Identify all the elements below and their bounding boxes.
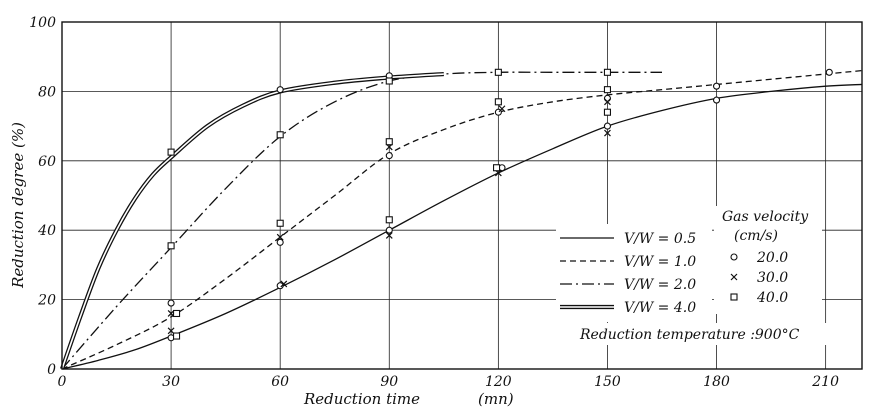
x-tick-label: 210 [811,374,839,390]
circle-marker [385,226,393,234]
marker-legend: Gas velocity (cm/s) 20.0 30.0 40.0 [714,206,822,314]
gridlines [62,22,862,369]
circle-marker [385,152,393,160]
x-tick-label: 30 [162,374,180,390]
tick-labels: 0 30 60 90 120 150 180 210 0 20 40 60 80 100 [29,15,839,390]
square-marker [276,131,284,139]
x-tick-label: 180 [703,374,730,390]
legend-square-marker [730,293,738,301]
legend-marker-label: 30.0 [757,270,788,286]
series-line-2 [61,69,863,370]
square-marker [494,68,502,76]
circle-marker [603,122,612,130]
x-tick-label: 150 [594,374,621,390]
y-tick-label: 0 [47,362,56,378]
x-tick-label: 60 [271,374,289,390]
legend-title: Gas velocity [722,209,809,225]
circle-marker [712,82,721,90]
legend-label-4: V/W = 4.0 [624,300,696,316]
y-tick-label: 60 [38,154,56,170]
temperature-annotation: Reduction temperature :900°C [579,327,800,343]
circle-marker [276,86,284,94]
square-marker [492,164,501,172]
square-marker [494,98,502,106]
legend-marker-label: 20.0 [756,250,788,266]
x-tick-label: 90 [380,374,398,390]
legend-label-3: V/W = 2.0 [624,277,696,293]
series-line-1 [61,83,863,370]
square-marker [167,148,175,156]
y-tick-label: 80 [38,84,56,100]
cross-marker [276,233,284,241]
circle-marker [276,238,284,246]
cross-marker [604,98,611,106]
line-legend: V/W = 0.5 V/W = 1.0 V/W = 2.0 V/W = 4.0 [556,224,712,322]
cross-marker [385,231,393,239]
y-tick-label: 40 [37,223,56,239]
square-marker [172,309,181,318]
square-marker [603,86,612,94]
series-lines [60,69,863,370]
legend-title-unit: (cm/s) [734,228,778,244]
legend-marker-label: 40.0 [756,290,788,306]
x-tick-label: 120 [485,374,512,390]
square-marker [172,332,181,340]
cross-marker [280,280,288,288]
legend-cross-marker [730,273,738,281]
square-marker [276,219,284,227]
square-marker [385,138,393,146]
circle-marker [825,68,833,76]
series-line-3 [61,71,662,370]
circle-marker [276,282,284,290]
square-marker [603,68,612,76]
x-axis-unit: (mn) [478,390,514,408]
plot-frame [61,21,863,370]
y-tick-label: 100 [29,15,56,31]
x-axis-label: Reduction time [303,390,420,408]
square-marker [167,242,175,250]
square-marker [385,216,393,224]
legend-label-1: V/W = 0.5 [624,231,696,247]
legend-label-2: V/W = 1.0 [624,254,696,270]
square-marker [603,108,612,116]
y-tick-label: 20 [37,293,56,309]
y-axis-label: Reduction degree (%) [9,122,27,289]
cross-marker [604,129,611,137]
data-markers [167,68,833,342]
cross-marker [498,105,506,113]
x-tick-label: 0 [58,374,67,390]
circle-marker [712,96,721,104]
series-line-4 [61,73,444,370]
legend-circle-marker [730,253,738,261]
square-marker [385,77,393,85]
circle-marker [167,299,175,307]
